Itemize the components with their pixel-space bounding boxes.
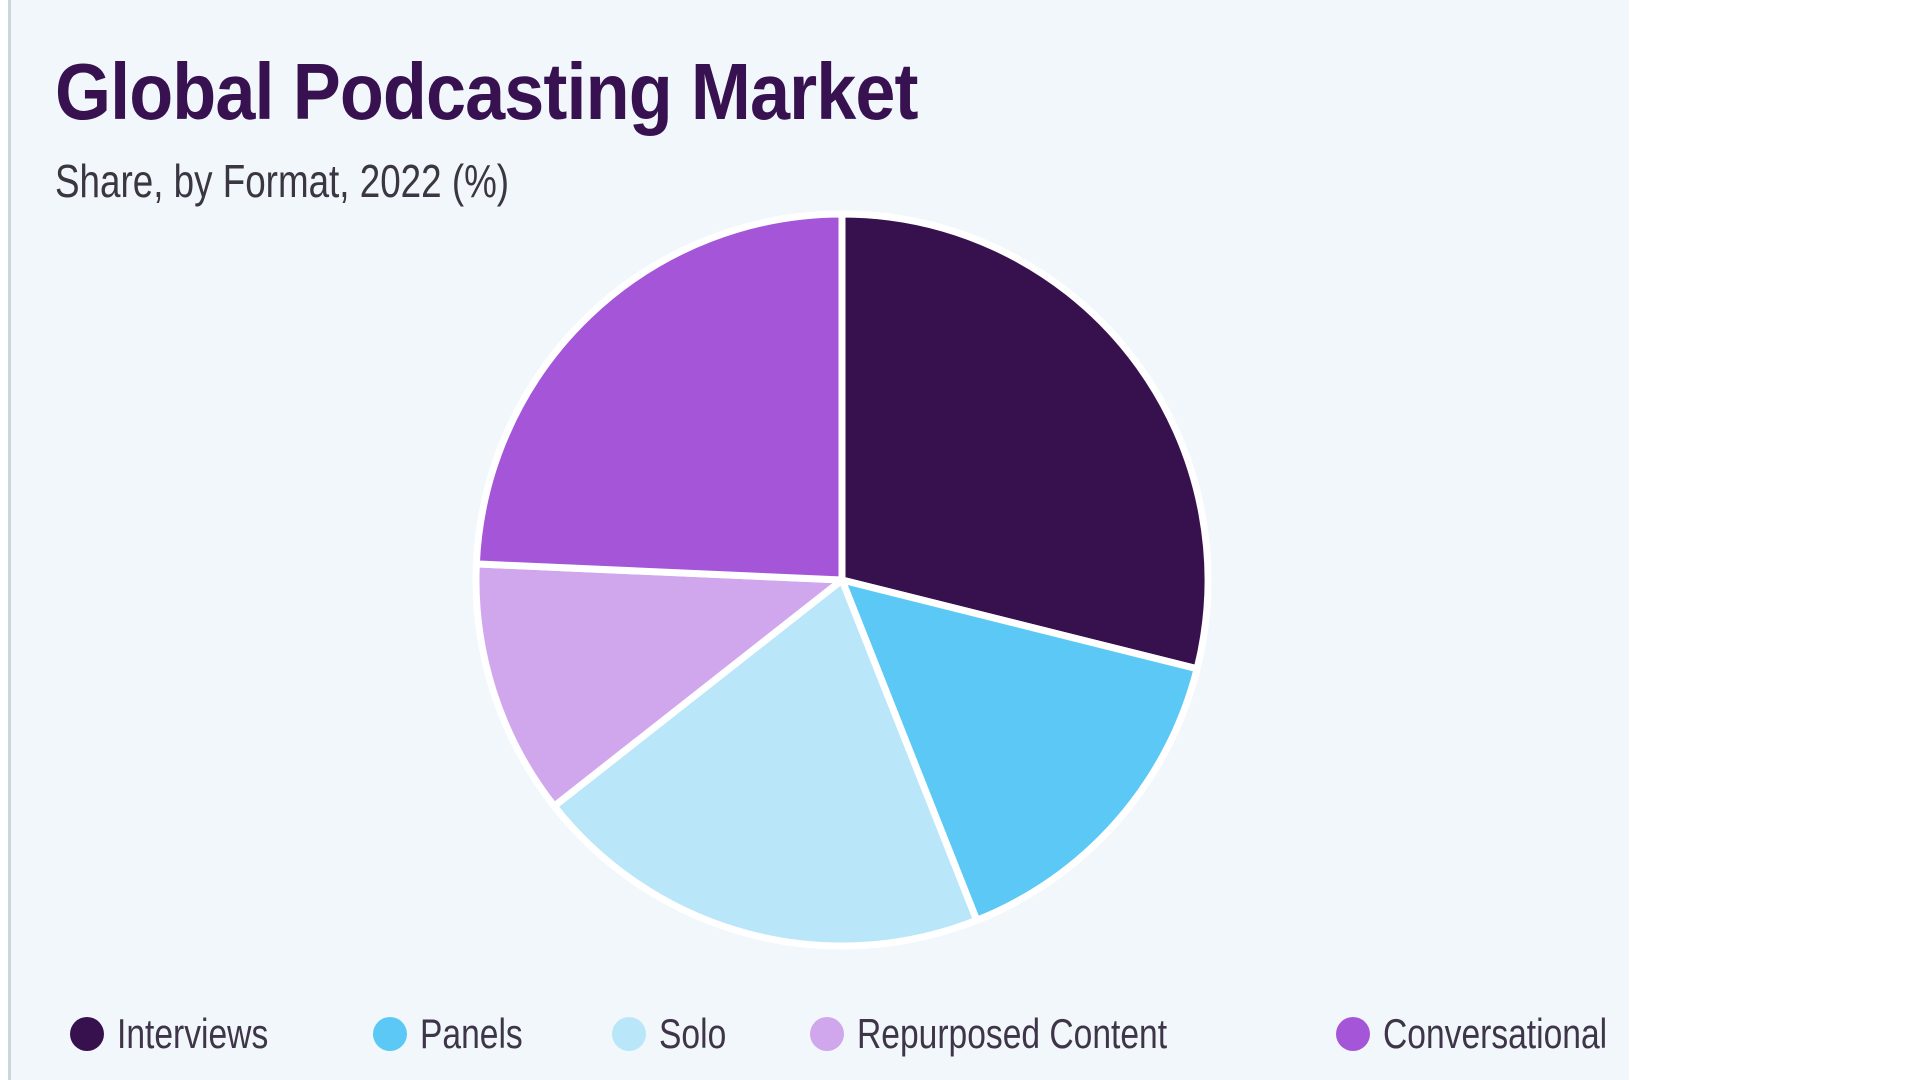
pie-slice-repurposed-content — [472, 560, 846, 810]
legend: Interviews Panels Solo Repurposed Conten… — [11, 1008, 1629, 1060]
legend-item-repurposed-content: Repurposed Content — [810, 1008, 1245, 1060]
pie-slice-conversational — [472, 210, 846, 584]
legend-label-interviews: Interviews — [117, 1010, 269, 1057]
pie-slice-interviews — [838, 210, 1212, 673]
legend-swatch-panels — [373, 1017, 407, 1051]
legend-label-panels: Panels — [420, 1010, 523, 1057]
legend-item-panels: Panels — [373, 1008, 548, 1060]
legend-item-conversational: Conversational — [1336, 1008, 1663, 1060]
legend-label-solo: Solo — [659, 1010, 727, 1057]
legend-item-interviews: Interviews — [70, 1008, 306, 1060]
legend-swatch-conversational — [1336, 1017, 1370, 1051]
pie-slice-panels — [838, 576, 1201, 924]
pie-slice-solo — [550, 576, 981, 950]
chart-header: Global Podcasting Market Share, by Forma… — [55, 46, 1629, 208]
legend-label-repurposed-content: Repurposed Content — [857, 1010, 1168, 1057]
chart-subtitle: Share, by Format, 2022 (%) — [55, 155, 510, 207]
legend-swatch-interviews — [70, 1017, 104, 1051]
legend-label-conversational: Conversational — [1383, 1010, 1608, 1057]
legend-item-solo: Solo — [612, 1008, 743, 1060]
legend-swatch-solo — [612, 1017, 646, 1051]
chart-title: Global Podcasting Market — [55, 47, 918, 136]
chart-panel: Global Podcasting Market Share, by Forma… — [8, 0, 1629, 1080]
pie-chart — [472, 210, 1212, 950]
legend-swatch-repurposed-content — [810, 1017, 844, 1051]
